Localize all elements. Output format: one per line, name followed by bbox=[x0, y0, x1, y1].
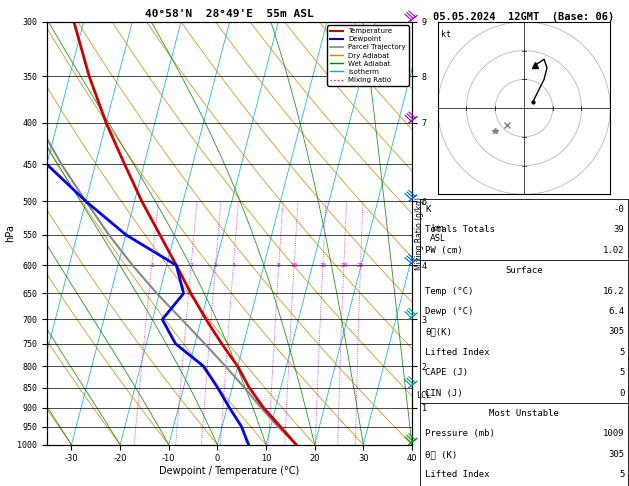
Text: 20: 20 bbox=[340, 263, 348, 268]
Text: Dewp (°C): Dewp (°C) bbox=[425, 307, 474, 316]
Text: 40°58'N  28°49'E  55m ASL: 40°58'N 28°49'E 55m ASL bbox=[145, 9, 314, 19]
Text: 8: 8 bbox=[277, 263, 281, 268]
Y-axis label: hPa: hPa bbox=[4, 225, 14, 242]
Legend: Temperature, Dewpoint, Parcel Trajectory, Dry Adiabat, Wet Adiabat, Isotherm, Mi: Temperature, Dewpoint, Parcel Trajectory… bbox=[327, 25, 408, 86]
Y-axis label: km
ASL: km ASL bbox=[430, 224, 445, 243]
Text: 2: 2 bbox=[189, 263, 193, 268]
Text: 5: 5 bbox=[619, 348, 625, 357]
Text: K: K bbox=[425, 205, 431, 214]
Text: 15: 15 bbox=[319, 263, 326, 268]
Text: PW (cm): PW (cm) bbox=[425, 246, 463, 255]
Text: 305: 305 bbox=[608, 450, 625, 459]
Text: 1009: 1009 bbox=[603, 430, 625, 438]
Text: LCL: LCL bbox=[416, 391, 431, 400]
Text: Most Unstable: Most Unstable bbox=[489, 409, 559, 418]
Text: 5: 5 bbox=[619, 368, 625, 377]
Text: CAPE (J): CAPE (J) bbox=[425, 368, 468, 377]
Text: CIN (J): CIN (J) bbox=[425, 389, 463, 398]
Text: 6.4: 6.4 bbox=[608, 307, 625, 316]
Text: 0: 0 bbox=[619, 389, 625, 398]
Text: Mixing Ratio (g/kg): Mixing Ratio (g/kg) bbox=[415, 197, 424, 270]
Text: 305: 305 bbox=[608, 328, 625, 336]
Text: Totals Totals: Totals Totals bbox=[425, 226, 495, 234]
Text: θᴄ (K): θᴄ (K) bbox=[425, 450, 457, 459]
Text: 39: 39 bbox=[614, 226, 625, 234]
Text: -0: -0 bbox=[614, 205, 625, 214]
Text: 25: 25 bbox=[357, 263, 364, 268]
Text: kt: kt bbox=[440, 31, 450, 39]
Text: Lifted Index: Lifted Index bbox=[425, 470, 490, 479]
Text: θᴄ(K): θᴄ(K) bbox=[425, 328, 452, 336]
Text: Lifted Index: Lifted Index bbox=[425, 348, 490, 357]
Text: 16.2: 16.2 bbox=[603, 287, 625, 295]
Text: 05.05.2024  12GMT  (Base: 06): 05.05.2024 12GMT (Base: 06) bbox=[433, 12, 615, 22]
Text: 1: 1 bbox=[150, 263, 153, 268]
Text: Surface: Surface bbox=[505, 266, 543, 275]
Text: 3: 3 bbox=[214, 263, 217, 268]
X-axis label: Dewpoint / Temperature (°C): Dewpoint / Temperature (°C) bbox=[160, 466, 299, 476]
Text: Temp (°C): Temp (°C) bbox=[425, 287, 474, 295]
Text: 5: 5 bbox=[619, 470, 625, 479]
Text: 1.02: 1.02 bbox=[603, 246, 625, 255]
Text: 4: 4 bbox=[231, 263, 235, 268]
Text: Pressure (mb): Pressure (mb) bbox=[425, 430, 495, 438]
Text: 10: 10 bbox=[291, 263, 298, 268]
